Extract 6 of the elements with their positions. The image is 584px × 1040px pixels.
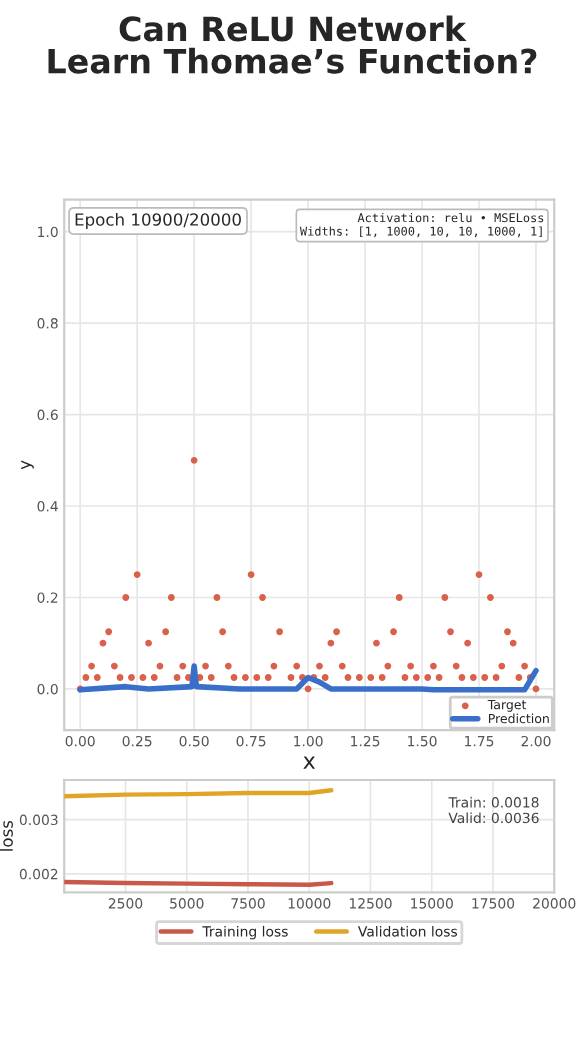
y-axis-title: loss <box>0 820 13 851</box>
chart-title: Can ReLU Network Learn Thomae’s Function? <box>48 15 537 74</box>
annotation: Epoch 10900/20000 <box>75 212 241 230</box>
y-axis-title: y <box>21 460 34 470</box>
x-axis-title: x <box>303 756 316 769</box>
line-series <box>77 663 539 693</box>
